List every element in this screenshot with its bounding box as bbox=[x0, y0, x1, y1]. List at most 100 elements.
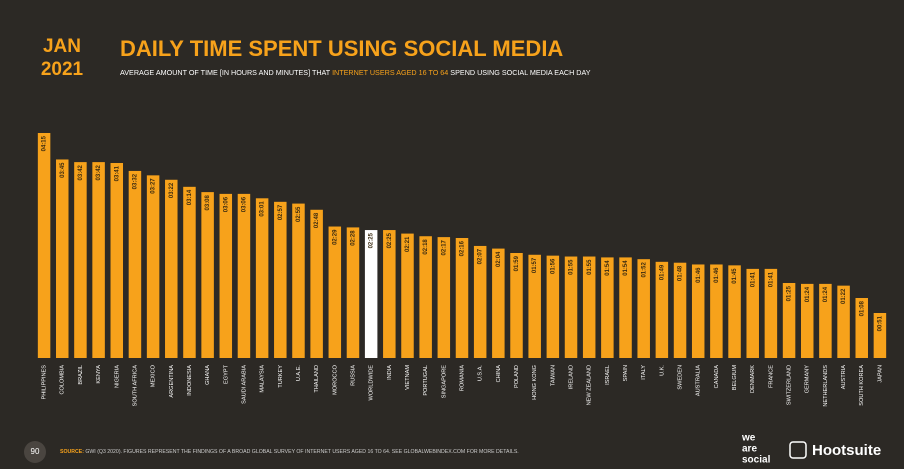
bar bbox=[528, 254, 541, 358]
x-tick-label: KENYA bbox=[96, 365, 102, 384]
logo-line: social bbox=[742, 455, 771, 466]
value-label: 01:55 bbox=[569, 259, 575, 275]
bar bbox=[855, 298, 868, 358]
bar bbox=[364, 230, 378, 358]
value-label: 03:41 bbox=[114, 165, 120, 181]
x-tick-label: NIGERIA bbox=[114, 365, 120, 388]
bar bbox=[292, 203, 305, 358]
bar bbox=[473, 245, 487, 358]
x-tick-label: SWEDEN bbox=[678, 365, 684, 390]
x-tick-label: MEXICO bbox=[151, 364, 157, 387]
source-text: GWI (Q3 2020). FIGURES REPRESENT THE FIN… bbox=[85, 449, 518, 455]
value-label: 02:48 bbox=[314, 212, 320, 228]
x-tick-label: NETHERLANDS bbox=[823, 365, 829, 407]
x-tick-label: CHINA bbox=[496, 365, 502, 383]
value-label: 03:32 bbox=[133, 173, 139, 189]
bar bbox=[546, 255, 560, 358]
value-label: 03:08 bbox=[205, 194, 211, 210]
value-label: 01:59 bbox=[514, 255, 520, 271]
subtitle-part: AVERAGE AMOUNT OF TIME [IN HOURS AND MIN… bbox=[120, 68, 332, 77]
x-tick-label: TAIWAN bbox=[550, 365, 556, 386]
x-tick-label: DENMARK bbox=[750, 365, 756, 393]
value-label: 02:29 bbox=[332, 229, 338, 245]
value-label: 01:52 bbox=[641, 262, 647, 278]
bar bbox=[764, 268, 778, 358]
x-tick-label: U.S.A. bbox=[478, 365, 484, 382]
x-tick-label: IRELAND bbox=[569, 365, 575, 389]
x-tick-label: GERMANY bbox=[805, 365, 811, 394]
value-label: 01:57 bbox=[532, 257, 538, 273]
value-label: 01:54 bbox=[605, 260, 611, 276]
x-tick-label: ARGENTINA bbox=[169, 365, 175, 398]
bar bbox=[219, 193, 233, 358]
x-tick-label: EGYPT bbox=[223, 364, 229, 384]
source: SOURCE: GWI (Q3 2020). FIGURES REPRESENT… bbox=[60, 449, 519, 455]
value-label: 02:07 bbox=[478, 248, 484, 264]
value-label: 02:18 bbox=[423, 239, 429, 255]
bar bbox=[165, 179, 178, 358]
x-tick-label: TURKEY bbox=[278, 365, 284, 388]
plot: 04:15 PHILIPPINES 03:45 COLOMBIA 03:42 BRAZIL… bbox=[37, 133, 887, 407]
x-tick-label: ROMANIA bbox=[459, 365, 465, 391]
bar bbox=[582, 256, 596, 358]
x-tick-label: INDONESIA bbox=[187, 365, 193, 396]
bar bbox=[837, 285, 850, 358]
bar bbox=[110, 163, 124, 358]
value-label: 02:28 bbox=[351, 230, 357, 246]
chart-subtitle: AVERAGE AMOUNT OF TIME [IN HOURS AND MIN… bbox=[120, 68, 591, 77]
bar bbox=[255, 198, 269, 358]
x-tick-label: MALAYSIA bbox=[260, 365, 266, 393]
badge-year: 2021 bbox=[41, 59, 84, 80]
bar bbox=[819, 283, 832, 358]
x-tick-label: AUSTRIA bbox=[841, 365, 847, 390]
bar bbox=[183, 186, 196, 358]
page-badge bbox=[24, 441, 46, 463]
bar bbox=[492, 248, 505, 358]
x-tick-label: SWITZERLAND bbox=[787, 365, 793, 405]
value-label: 02:17 bbox=[441, 239, 447, 255]
x-tick-label: RUSSIA bbox=[350, 365, 356, 386]
x-tick-label: JAPAN bbox=[877, 365, 883, 383]
x-tick-label: PORTUGAL bbox=[423, 365, 429, 396]
bar bbox=[673, 262, 687, 358]
x-tick-label: VIETNAM bbox=[405, 365, 411, 390]
value-label: 03:27 bbox=[151, 178, 157, 194]
source-label: SOURCE: bbox=[60, 449, 84, 455]
bar bbox=[37, 133, 51, 358]
value-label: 01:41 bbox=[750, 271, 756, 287]
value-label: 01:22 bbox=[841, 288, 847, 304]
x-tick-label: COLOMBIA bbox=[60, 365, 66, 395]
badge-month: JAN bbox=[43, 36, 81, 57]
bar bbox=[346, 227, 360, 358]
page-number: 90 bbox=[31, 447, 40, 456]
bar bbox=[637, 259, 650, 358]
value-label: 01:54 bbox=[623, 260, 629, 276]
x-tick-label: PHILIPPINES bbox=[42, 365, 48, 400]
x-tick-label: GHANA bbox=[205, 365, 211, 385]
value-label: 03:06 bbox=[223, 196, 229, 212]
x-tick-label: ISRAEL bbox=[605, 365, 611, 385]
x-tick-label: BELGIUM bbox=[732, 365, 738, 391]
bar bbox=[383, 230, 396, 358]
value-label: 01:08 bbox=[859, 300, 865, 316]
value-label: 01:25 bbox=[787, 285, 793, 301]
bar bbox=[710, 264, 723, 358]
bar bbox=[691, 264, 705, 358]
bar bbox=[510, 253, 523, 358]
value-label: 01:24 bbox=[823, 286, 829, 302]
value-label: 01:41 bbox=[768, 271, 774, 287]
bar bbox=[310, 209, 323, 358]
bar bbox=[455, 238, 469, 358]
x-tick-label: SPAIN bbox=[623, 365, 629, 381]
bar bbox=[782, 283, 796, 358]
x-tick-label: POLAND bbox=[514, 365, 520, 388]
bar bbox=[619, 257, 632, 358]
bar bbox=[728, 265, 741, 358]
value-label: 01:55 bbox=[587, 259, 593, 275]
x-tick-label: NEW ZEALAND bbox=[587, 365, 593, 405]
logo-line: we bbox=[741, 433, 756, 444]
value-label: 03:42 bbox=[96, 164, 102, 180]
value-label: 03:01 bbox=[260, 201, 266, 217]
bar bbox=[601, 257, 614, 358]
